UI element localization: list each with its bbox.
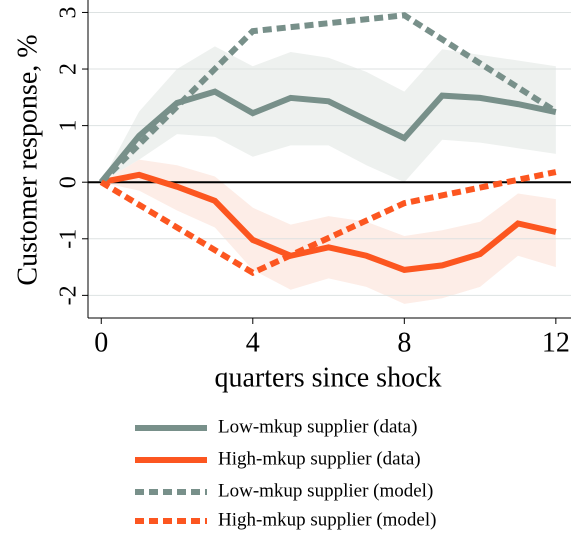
x-tick-label: 12 (542, 327, 570, 358)
y-tick-label: -2 (56, 285, 82, 305)
confidence-band (101, 46, 556, 183)
x-axis-title: quarters since shock (214, 362, 441, 393)
legend-label: High-mkup supplier (data) (218, 448, 421, 469)
y-tick-label: 1 (56, 120, 82, 132)
legend-label: Low-mkup supplier (model) (218, 480, 433, 501)
x-tick-label: 8 (397, 327, 411, 358)
y-tick-label: 3 (56, 6, 82, 18)
y-axis-title: Customer response, % (12, 34, 43, 285)
legend-label: Low-mkup supplier (data) (218, 416, 417, 437)
series-line (99, 169, 557, 277)
x-tick-label: 0 (94, 327, 108, 358)
series-line (98, 88, 557, 185)
y-tick-label: -1 (56, 229, 82, 249)
series-line (99, 12, 558, 185)
x-tick-label: 4 (246, 327, 260, 358)
y-tick-label: 2 (56, 63, 82, 75)
y-tick-label: 0 (56, 176, 82, 188)
legend-label: High-mkup supplier (model) (218, 509, 436, 530)
series-line (100, 171, 557, 273)
